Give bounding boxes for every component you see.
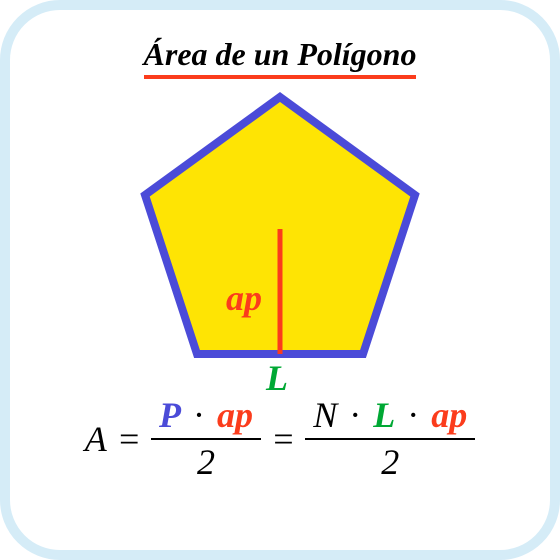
area-formula: A = P · ap 2 = N · L · ap 2: [85, 395, 476, 484]
formula-eq2: =: [271, 418, 295, 460]
polygon-diagram: ap L: [130, 89, 430, 389]
formula-eq1: =: [117, 418, 141, 460]
var-N: N: [313, 395, 337, 435]
fraction-1-den: 2: [189, 440, 223, 483]
fraction-2: N · L · ap 2: [305, 395, 475, 484]
formula-A: A: [85, 418, 107, 460]
apothem-label: ap: [226, 277, 262, 319]
var-ap-2: ap: [431, 395, 467, 435]
page-title: Área de un Polígono: [144, 36, 417, 79]
dot-icon: ·: [346, 395, 364, 435]
fraction-1: P · ap 2: [151, 395, 261, 484]
fraction-1-num: P · ap: [151, 395, 261, 438]
pentagon-svg: [130, 89, 430, 389]
side-label: L: [266, 357, 288, 399]
fraction-2-den: 2: [373, 440, 407, 483]
card: Área de un Polígono ap L A = P · ap 2 = …: [0, 0, 560, 560]
var-L: L: [373, 395, 395, 435]
var-P: P: [159, 395, 181, 435]
dot-icon: ·: [404, 395, 422, 435]
dot-icon: ·: [190, 395, 208, 435]
var-ap-1: ap: [217, 395, 253, 435]
fraction-2-num: N · L · ap: [305, 395, 475, 438]
